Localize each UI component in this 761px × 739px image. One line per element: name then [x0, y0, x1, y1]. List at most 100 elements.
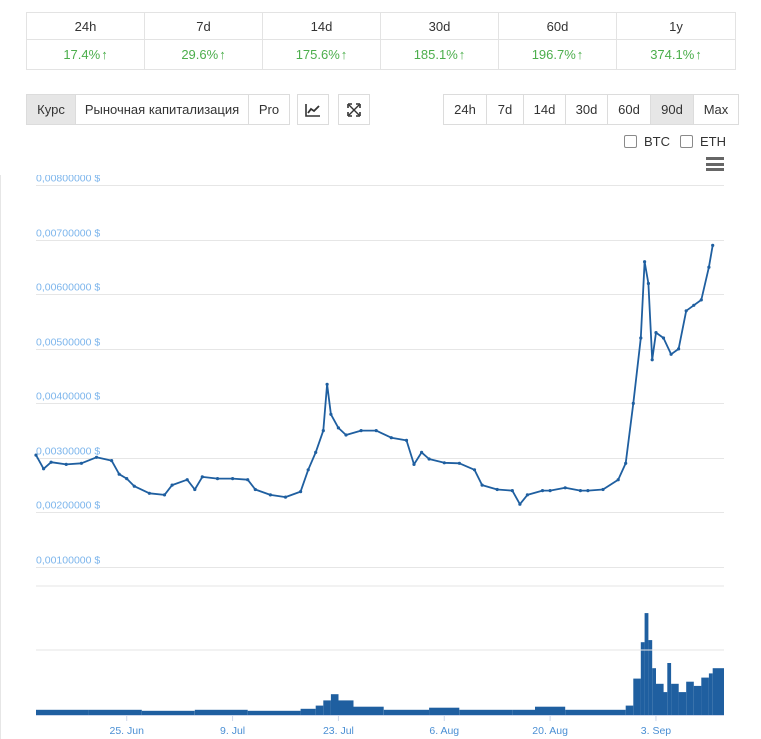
range-90d[interactable]: 90d — [651, 95, 694, 124]
price-point — [427, 457, 431, 461]
price-point — [525, 493, 530, 497]
volume-bar — [429, 707, 460, 715]
volume-bar — [535, 706, 566, 715]
price-point — [711, 243, 715, 247]
price-point — [480, 483, 484, 487]
y-axis-labels: 0,00100000 $ 0,00200000 $ 0,00300000 $ 0,00… — [36, 175, 100, 567]
perf-value-7d: 29.6% ↑ — [145, 40, 263, 69]
volume-bar — [640, 642, 645, 715]
perf-value-text: 374.1% — [650, 47, 695, 62]
volume-bar — [648, 640, 653, 715]
perf-value-text: 17.4% — [63, 47, 101, 62]
price-point — [442, 461, 446, 465]
perf-value-14d: 175.6% ↑ — [263, 40, 381, 69]
price-point — [231, 477, 235, 481]
perf-header-1y: 1y — [617, 13, 735, 40]
price-point — [283, 495, 288, 499]
price-point — [147, 491, 151, 495]
x-tick-label: 6. Aug — [429, 725, 459, 737]
perf-value-60d: 196.7% ↑ — [499, 40, 617, 69]
volume-bar — [512, 709, 535, 715]
view-selector: Курс Рыночная капитализация Pro — [26, 94, 290, 125]
perf-header-7d: 7d — [145, 13, 263, 40]
volume-bar — [141, 710, 195, 715]
volume-bars — [36, 613, 724, 715]
up-arrow-icon: ↑ — [340, 47, 348, 62]
volume-bar — [656, 683, 664, 715]
volume-bar — [712, 668, 724, 715]
perf-value-24h: 17.4% ↑ — [27, 40, 145, 69]
up-arrow-icon: ↑ — [458, 47, 466, 62]
range-7d[interactable]: 7d — [487, 95, 524, 124]
fullscreen-button[interactable] — [338, 94, 370, 125]
price-point — [49, 460, 53, 464]
hamburger-menu-icon[interactable] — [706, 157, 724, 171]
price-point — [306, 468, 310, 472]
price-point — [246, 478, 250, 482]
price-point — [34, 453, 38, 457]
volume-bar — [652, 668, 656, 715]
price-point — [661, 336, 666, 340]
range-24h[interactable]: 24h — [444, 95, 487, 124]
price-point — [578, 489, 583, 493]
price-point — [495, 487, 499, 492]
volume-bar — [330, 694, 339, 715]
price-point — [412, 462, 416, 466]
x-axis-labels: 25. Jun 9. Jul 23. Jul 6. Aug 20. Aug 3. Sep — [109, 715, 671, 737]
price-point — [374, 429, 378, 433]
price-point — [253, 487, 257, 492]
tab-pro[interactable]: Pro — [249, 95, 289, 124]
checkbox-box[interactable] — [680, 135, 693, 148]
price-point — [669, 352, 673, 356]
volume-bar — [625, 705, 634, 715]
price-point — [299, 490, 303, 494]
tab-market-cap[interactable]: Рыночная капитализация — [76, 95, 249, 124]
price-point — [643, 260, 647, 264]
x-tick-label: 25. Jun — [109, 725, 144, 737]
compare-eth-checkbox[interactable]: ETH — [680, 134, 726, 149]
price-point — [162, 493, 167, 497]
volume-bar — [633, 678, 641, 715]
volume-bar — [338, 700, 354, 715]
compare-btc-checkbox[interactable]: BTC — [624, 134, 670, 149]
volume-bar — [565, 709, 603, 715]
range-60d[interactable]: 60d — [608, 95, 651, 124]
expand-icon — [347, 102, 361, 117]
volume-bar — [701, 677, 709, 715]
y-tick-label: 0,00600000 $ — [36, 282, 100, 294]
price-point — [457, 461, 461, 465]
volume-bar — [36, 709, 89, 715]
range-selector: 24h 7d 14d 30d 60d 90d Max — [443, 94, 739, 125]
perf-header-30d: 30d — [381, 13, 499, 40]
volume-bar — [603, 709, 626, 715]
chart-type-button[interactable] — [297, 94, 329, 125]
price-point — [359, 429, 363, 433]
price-point — [586, 489, 590, 493]
perf-value-text: 196.7% — [531, 47, 576, 62]
price-point — [170, 483, 174, 487]
range-30d[interactable]: 30d — [566, 95, 608, 124]
range-max[interactable]: Max — [694, 95, 738, 124]
checkbox-box[interactable] — [624, 135, 637, 148]
volume-bar — [671, 683, 679, 715]
price-point — [404, 438, 409, 442]
volume-bar — [686, 681, 694, 715]
x-tick-label: 9. Jul — [220, 725, 245, 737]
compare-btc-label: BTC — [644, 134, 670, 149]
price-point — [646, 281, 651, 286]
price-point — [325, 382, 329, 386]
volume-bar — [459, 709, 513, 715]
range-14d[interactable]: 14d — [524, 95, 566, 124]
price-point — [79, 461, 83, 465]
volume-bar — [194, 709, 248, 715]
price-point — [193, 487, 197, 492]
tab-price[interactable]: Курс — [27, 95, 76, 124]
price-point — [420, 450, 424, 454]
x-tick-label: 20. Aug — [532, 725, 568, 737]
y-tick-label: 0,00500000 $ — [36, 337, 100, 349]
price-point — [336, 426, 340, 430]
y-tick-label: 0,00200000 $ — [36, 500, 100, 512]
perf-value-1y: 374.1% ↑ — [617, 40, 735, 69]
price-point — [110, 459, 114, 463]
chart-grid — [36, 185, 724, 568]
